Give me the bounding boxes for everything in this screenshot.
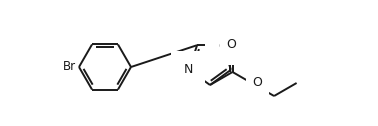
Text: N: N (183, 63, 193, 76)
Text: O: O (253, 76, 262, 89)
Text: Br: Br (63, 60, 76, 73)
Text: O: O (218, 40, 228, 53)
Text: O: O (226, 38, 236, 51)
